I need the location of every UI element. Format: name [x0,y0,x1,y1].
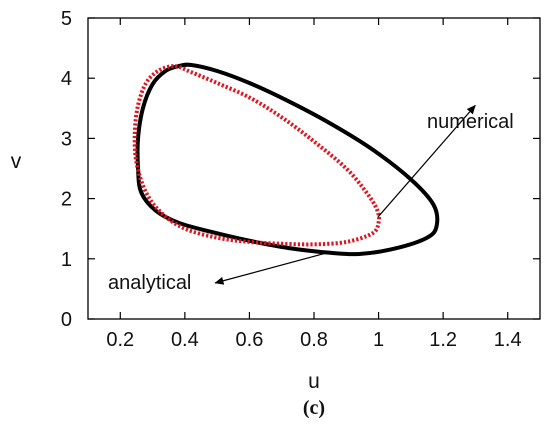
y-tick-label: 3 [61,128,72,150]
figure-caption: (c) [303,397,325,419]
x-tick-label: 1 [373,329,384,351]
numerical-curve [132,64,381,247]
analytical-arrow [214,251,331,285]
x-tick-label: 1.2 [429,329,457,351]
x-tick-label: 0.2 [106,329,134,351]
y-tick-label: 1 [61,249,72,271]
y-tick-label: 2 [61,189,72,211]
y-axis-label: v [11,150,22,173]
annotation-analytical: analytical [108,251,331,294]
x-tick-label: 1.4 [494,329,522,351]
analytical-label: analytical [108,272,191,294]
x-tick-label: 0.6 [236,329,264,351]
x-tick-label: 0.8 [300,329,328,351]
y-axis: 0 1 2 3 4 5 [61,8,540,331]
annotation-numerical: numerical [377,104,514,218]
series-layer [132,62,440,257]
x-axis: 0.2 0.4 0.6 0.8 1 1.2 1.4 [106,18,522,351]
numerical-label: numerical [427,111,514,133]
y-tick-label: 4 [61,68,72,90]
analytical-curve [135,62,440,257]
x-tick-label: 0.4 [171,329,199,351]
numerical-arrow [377,104,476,218]
y-tick-label: 0 [61,309,72,331]
x-axis-label: u [308,370,320,393]
y-tick-label: 5 [61,8,72,30]
